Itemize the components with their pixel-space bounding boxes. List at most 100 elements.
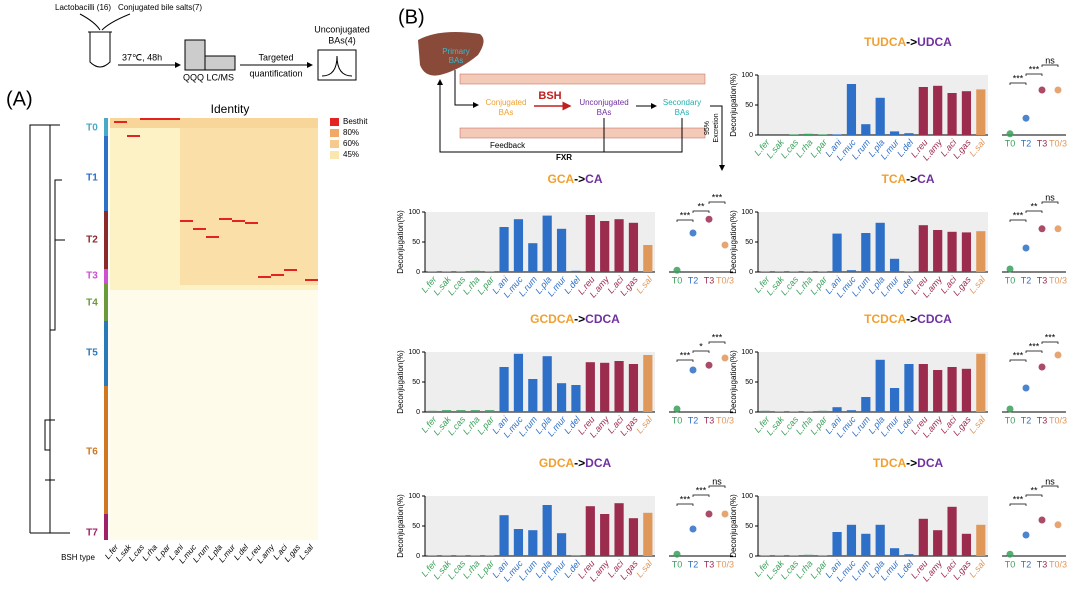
group-mean (1022, 244, 1030, 252)
bar (571, 555, 581, 556)
y-tick-label: 50 (745, 523, 753, 530)
bar (470, 410, 480, 412)
sig-bracket (1025, 210, 1043, 213)
y-tick-label: 100 (408, 209, 420, 216)
bar (933, 530, 943, 556)
bar (803, 133, 813, 135)
bar (600, 221, 610, 272)
panel-label: (B) (398, 6, 425, 28)
sig-bracket (1025, 494, 1043, 497)
title-part: -> (574, 312, 585, 326)
y-tick-label: 100 (741, 209, 753, 216)
chromatogram (317, 49, 357, 81)
instrument (204, 55, 236, 71)
bar (861, 397, 871, 412)
workflow-text: Conjugated bile salts(7) (118, 3, 202, 12)
chart-title: TDCA->DCA (873, 456, 944, 470)
diagram-text: FXR (556, 153, 572, 162)
sig-bracket (692, 494, 710, 497)
diagram-text: Secondary (663, 98, 701, 107)
group-label: T0/3 (1049, 138, 1067, 148)
bar (789, 271, 799, 272)
group-mean (1038, 225, 1046, 233)
bar (441, 555, 452, 556)
bar (947, 231, 957, 272)
group-label: T2 (688, 559, 699, 569)
diagram-text: BSH (538, 90, 561, 102)
sig-bracket (676, 359, 694, 362)
y-label: Deconjugation(%) (729, 350, 738, 414)
bar (600, 362, 610, 412)
bar (918, 364, 928, 412)
intestine (459, 73, 706, 85)
bar (585, 362, 595, 412)
bar (846, 84, 857, 135)
sig-label: *** (712, 332, 723, 342)
bar (818, 134, 828, 135)
group-mean (689, 229, 697, 237)
bar (933, 85, 943, 135)
group-label: T2 (1021, 559, 1032, 569)
bar (628, 222, 639, 272)
group-mean (1054, 86, 1062, 94)
group-label: T3 (704, 559, 715, 569)
sig-label: ** (697, 201, 705, 211)
y-tick-label: 50 (412, 523, 420, 530)
group-mean (705, 361, 713, 369)
y-tick-label: 100 (741, 349, 753, 356)
group-label: T0 (1005, 138, 1016, 148)
y-tick-label: 0 (749, 409, 753, 416)
bar (774, 555, 785, 556)
group-label: T0 (672, 559, 683, 569)
sig-label: ** (1030, 201, 1038, 211)
sig-bracket (1041, 201, 1059, 204)
title-part: -> (574, 456, 585, 470)
bar (542, 505, 552, 556)
title-part: UDCA (917, 35, 952, 49)
group-mean (1006, 405, 1014, 413)
diagram-text: BAs (597, 108, 612, 117)
bar (456, 410, 466, 412)
bar (789, 134, 799, 135)
sig-label: ns (712, 476, 722, 486)
sig-bracket (1025, 350, 1043, 353)
chart-title: TUDCA->UDCA (864, 35, 952, 49)
besthit-marks (114, 118, 318, 281)
bar (803, 554, 813, 556)
bar (818, 555, 828, 556)
bar (961, 232, 972, 272)
bar (904, 364, 914, 412)
group-mean (673, 405, 681, 413)
title-part: CA (585, 172, 603, 186)
bar (918, 225, 928, 272)
bar (528, 379, 538, 412)
cluster-label: T6 (86, 447, 98, 458)
bar (499, 367, 509, 412)
bar (774, 411, 785, 412)
sig-label: ns (1045, 192, 1055, 202)
group-label: T0/3 (1049, 415, 1067, 425)
bar (427, 555, 437, 556)
group-mean (1006, 550, 1014, 558)
group-mean (721, 354, 729, 362)
sig-bracket (692, 210, 710, 213)
x-tick-label: L.sal (634, 558, 655, 580)
bar (933, 230, 943, 272)
bar (774, 271, 785, 272)
bar (803, 411, 813, 412)
bar (904, 554, 914, 556)
chart-title: GDCA->DCA (539, 456, 612, 470)
sig-label: *** (1013, 73, 1024, 83)
bar (427, 410, 437, 412)
sig-bracket (708, 341, 726, 344)
bar (832, 407, 842, 412)
bar (976, 353, 986, 412)
x-tick-label: L.sal (967, 558, 988, 580)
arrow (437, 79, 683, 153)
group-mean (1054, 521, 1062, 529)
bar (961, 533, 972, 556)
bar (456, 271, 466, 272)
group-mean (689, 525, 697, 533)
instrument (184, 39, 206, 71)
bar (904, 133, 914, 135)
